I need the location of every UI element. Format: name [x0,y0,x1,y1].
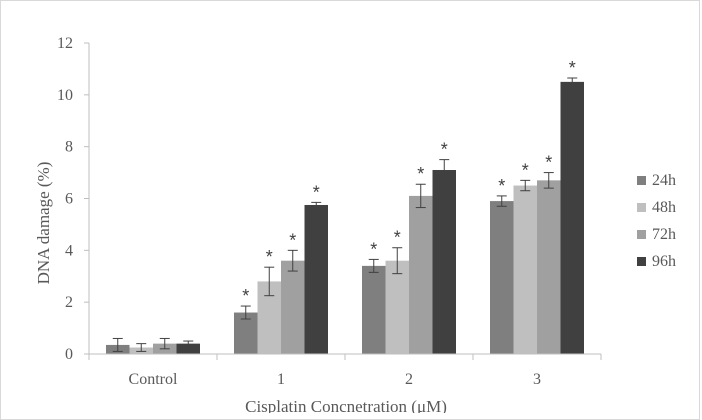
significance-star: * [242,286,249,306]
y-tick-label: 12 [57,35,73,52]
bar [176,343,200,354]
y-tick-label: 10 [57,87,73,104]
significance-star: * [441,140,448,160]
legend-label: 24h [652,172,676,189]
bar [537,180,561,354]
x-tick-label: 2 [405,371,413,388]
y-tick-label: 4 [65,242,73,259]
significance-star: * [569,58,576,78]
bar [362,265,386,354]
legend-swatch [637,203,646,212]
y-axis-title: DNA damage (%) [34,162,53,285]
significance-star: * [370,239,377,259]
bar [385,260,409,354]
bars [106,81,584,354]
legend: 24h 48h 72h 96h [637,172,676,270]
x-axis: Control 1 2 3 [88,353,602,388]
x-axis-title: Cisplatin Concnetration (μM) [245,397,447,413]
significance-star: * [417,164,424,184]
x-tick-label: Control [129,371,178,388]
error-bars [112,77,578,352]
significance-star: * [266,247,273,267]
significance-star: * [289,230,296,250]
bar [409,195,433,354]
bar [257,281,281,354]
legend-swatch [637,257,646,266]
y-tick-label: 2 [65,294,73,311]
bar [560,81,584,354]
significance-star: * [394,228,401,248]
bar [513,185,537,354]
legend-swatch [637,176,646,185]
legend-label: 96h [652,253,676,270]
bar [281,260,305,354]
y-axis: 0 2 4 6 8 10 12 [57,35,90,363]
x-tick-label: 1 [277,371,285,388]
bar [234,312,258,354]
significance-star: * [522,160,529,180]
significance-star: * [498,176,505,196]
bar [304,204,328,354]
legend-label: 72h [652,226,676,243]
legend-label: 48h [652,199,676,216]
bar [432,169,456,354]
significance-markers: * * * * * * * * * * * * [242,58,576,306]
y-tick-label: 6 [65,191,73,208]
y-tick-label: 0 [65,346,73,363]
bar [490,201,514,354]
y-tick-label: 8 [65,139,73,156]
significance-star: * [313,182,320,202]
significance-star: * [545,153,552,173]
legend-swatch [637,230,646,239]
x-tick-label: 3 [533,371,541,388]
